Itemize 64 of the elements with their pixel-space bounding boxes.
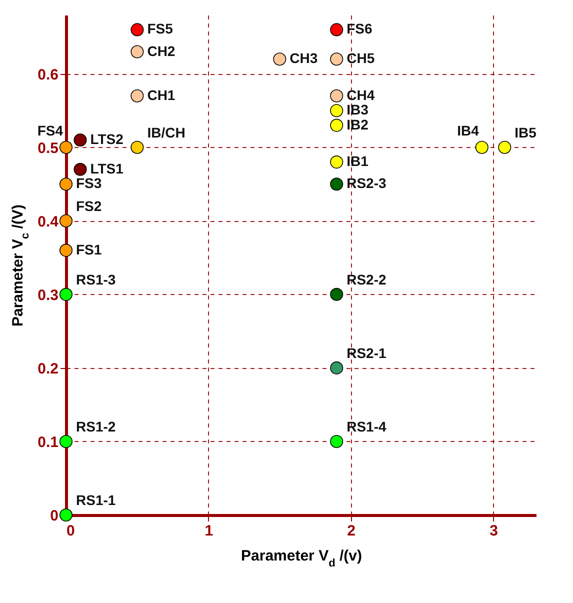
annotation: RS2-3 bbox=[346, 175, 387, 192]
point bbox=[330, 104, 344, 118]
point bbox=[74, 162, 87, 176]
annotation: CH4 bbox=[346, 86, 375, 103]
annotation: RS1-4 bbox=[346, 418, 387, 434]
y-tick-label: 0.4 bbox=[38, 213, 60, 230]
point bbox=[59, 288, 73, 301]
annotation: FS4 bbox=[37, 122, 64, 138]
annotation: RS2-2 bbox=[346, 271, 387, 288]
x-tick-label: 1 bbox=[204, 522, 214, 540]
point bbox=[330, 288, 344, 301]
x-tick-label: 0 bbox=[66, 522, 75, 540]
annotation: RS1-1 bbox=[76, 492, 116, 508]
x-tick-label: 2 bbox=[347, 522, 356, 540]
annotation: IB1 bbox=[346, 153, 369, 170]
annotation: CH5 bbox=[346, 50, 375, 66]
annotation: IB/CH bbox=[147, 124, 186, 140]
point bbox=[330, 118, 344, 132]
point bbox=[330, 89, 344, 102]
annotation: CH2 bbox=[147, 42, 176, 59]
annotation: LTS1 bbox=[90, 160, 124, 176]
y-tick-label: 0.5 bbox=[38, 140, 58, 157]
point bbox=[498, 140, 512, 154]
annotation: CH1 bbox=[147, 86, 176, 103]
point bbox=[59, 178, 73, 191]
annotation: IB4 bbox=[457, 122, 480, 138]
point bbox=[273, 52, 286, 66]
point bbox=[59, 508, 73, 522]
annotation: RS1-3 bbox=[76, 271, 116, 288]
point bbox=[330, 52, 344, 66]
point bbox=[59, 434, 73, 448]
y-tick-label: 0 bbox=[50, 508, 58, 524]
point bbox=[59, 214, 73, 228]
annotation: FS3 bbox=[76, 175, 102, 192]
y-tick-label: 0.2 bbox=[38, 360, 58, 378]
annotation: FS2 bbox=[76, 198, 102, 214]
annotation: IB5 bbox=[514, 124, 537, 140]
annotation: LTS2 bbox=[90, 131, 124, 147]
annotation: RS2-1 bbox=[346, 344, 387, 361]
point bbox=[330, 23, 344, 36]
point bbox=[59, 244, 73, 257]
annotation: RS1-2 bbox=[76, 418, 116, 434]
point bbox=[130, 89, 144, 102]
annotation: FS6 bbox=[346, 20, 372, 37]
point bbox=[130, 45, 144, 58]
point bbox=[130, 140, 144, 154]
x-axis-title: Parameter V$_{d}$ /(v) bbox=[241, 548, 362, 570]
point bbox=[74, 133, 87, 147]
point bbox=[59, 140, 73, 154]
point bbox=[330, 361, 344, 374]
annotation: FS1 bbox=[76, 241, 102, 258]
annotation: IB3 bbox=[346, 102, 369, 118]
point bbox=[130, 23, 144, 36]
annotation: CH3 bbox=[290, 50, 318, 66]
y-tick-label: 0.3 bbox=[38, 286, 58, 304]
annotation: IB2 bbox=[346, 116, 369, 132]
annotation: FS5 bbox=[147, 20, 174, 37]
point bbox=[475, 140, 488, 154]
x-tick-label: 3 bbox=[490, 522, 498, 540]
point bbox=[330, 178, 344, 191]
y-tick-label: 0.6 bbox=[38, 66, 58, 84]
point bbox=[330, 434, 344, 448]
y-tick-label: 0.1 bbox=[38, 434, 58, 451]
point bbox=[330, 156, 344, 169]
